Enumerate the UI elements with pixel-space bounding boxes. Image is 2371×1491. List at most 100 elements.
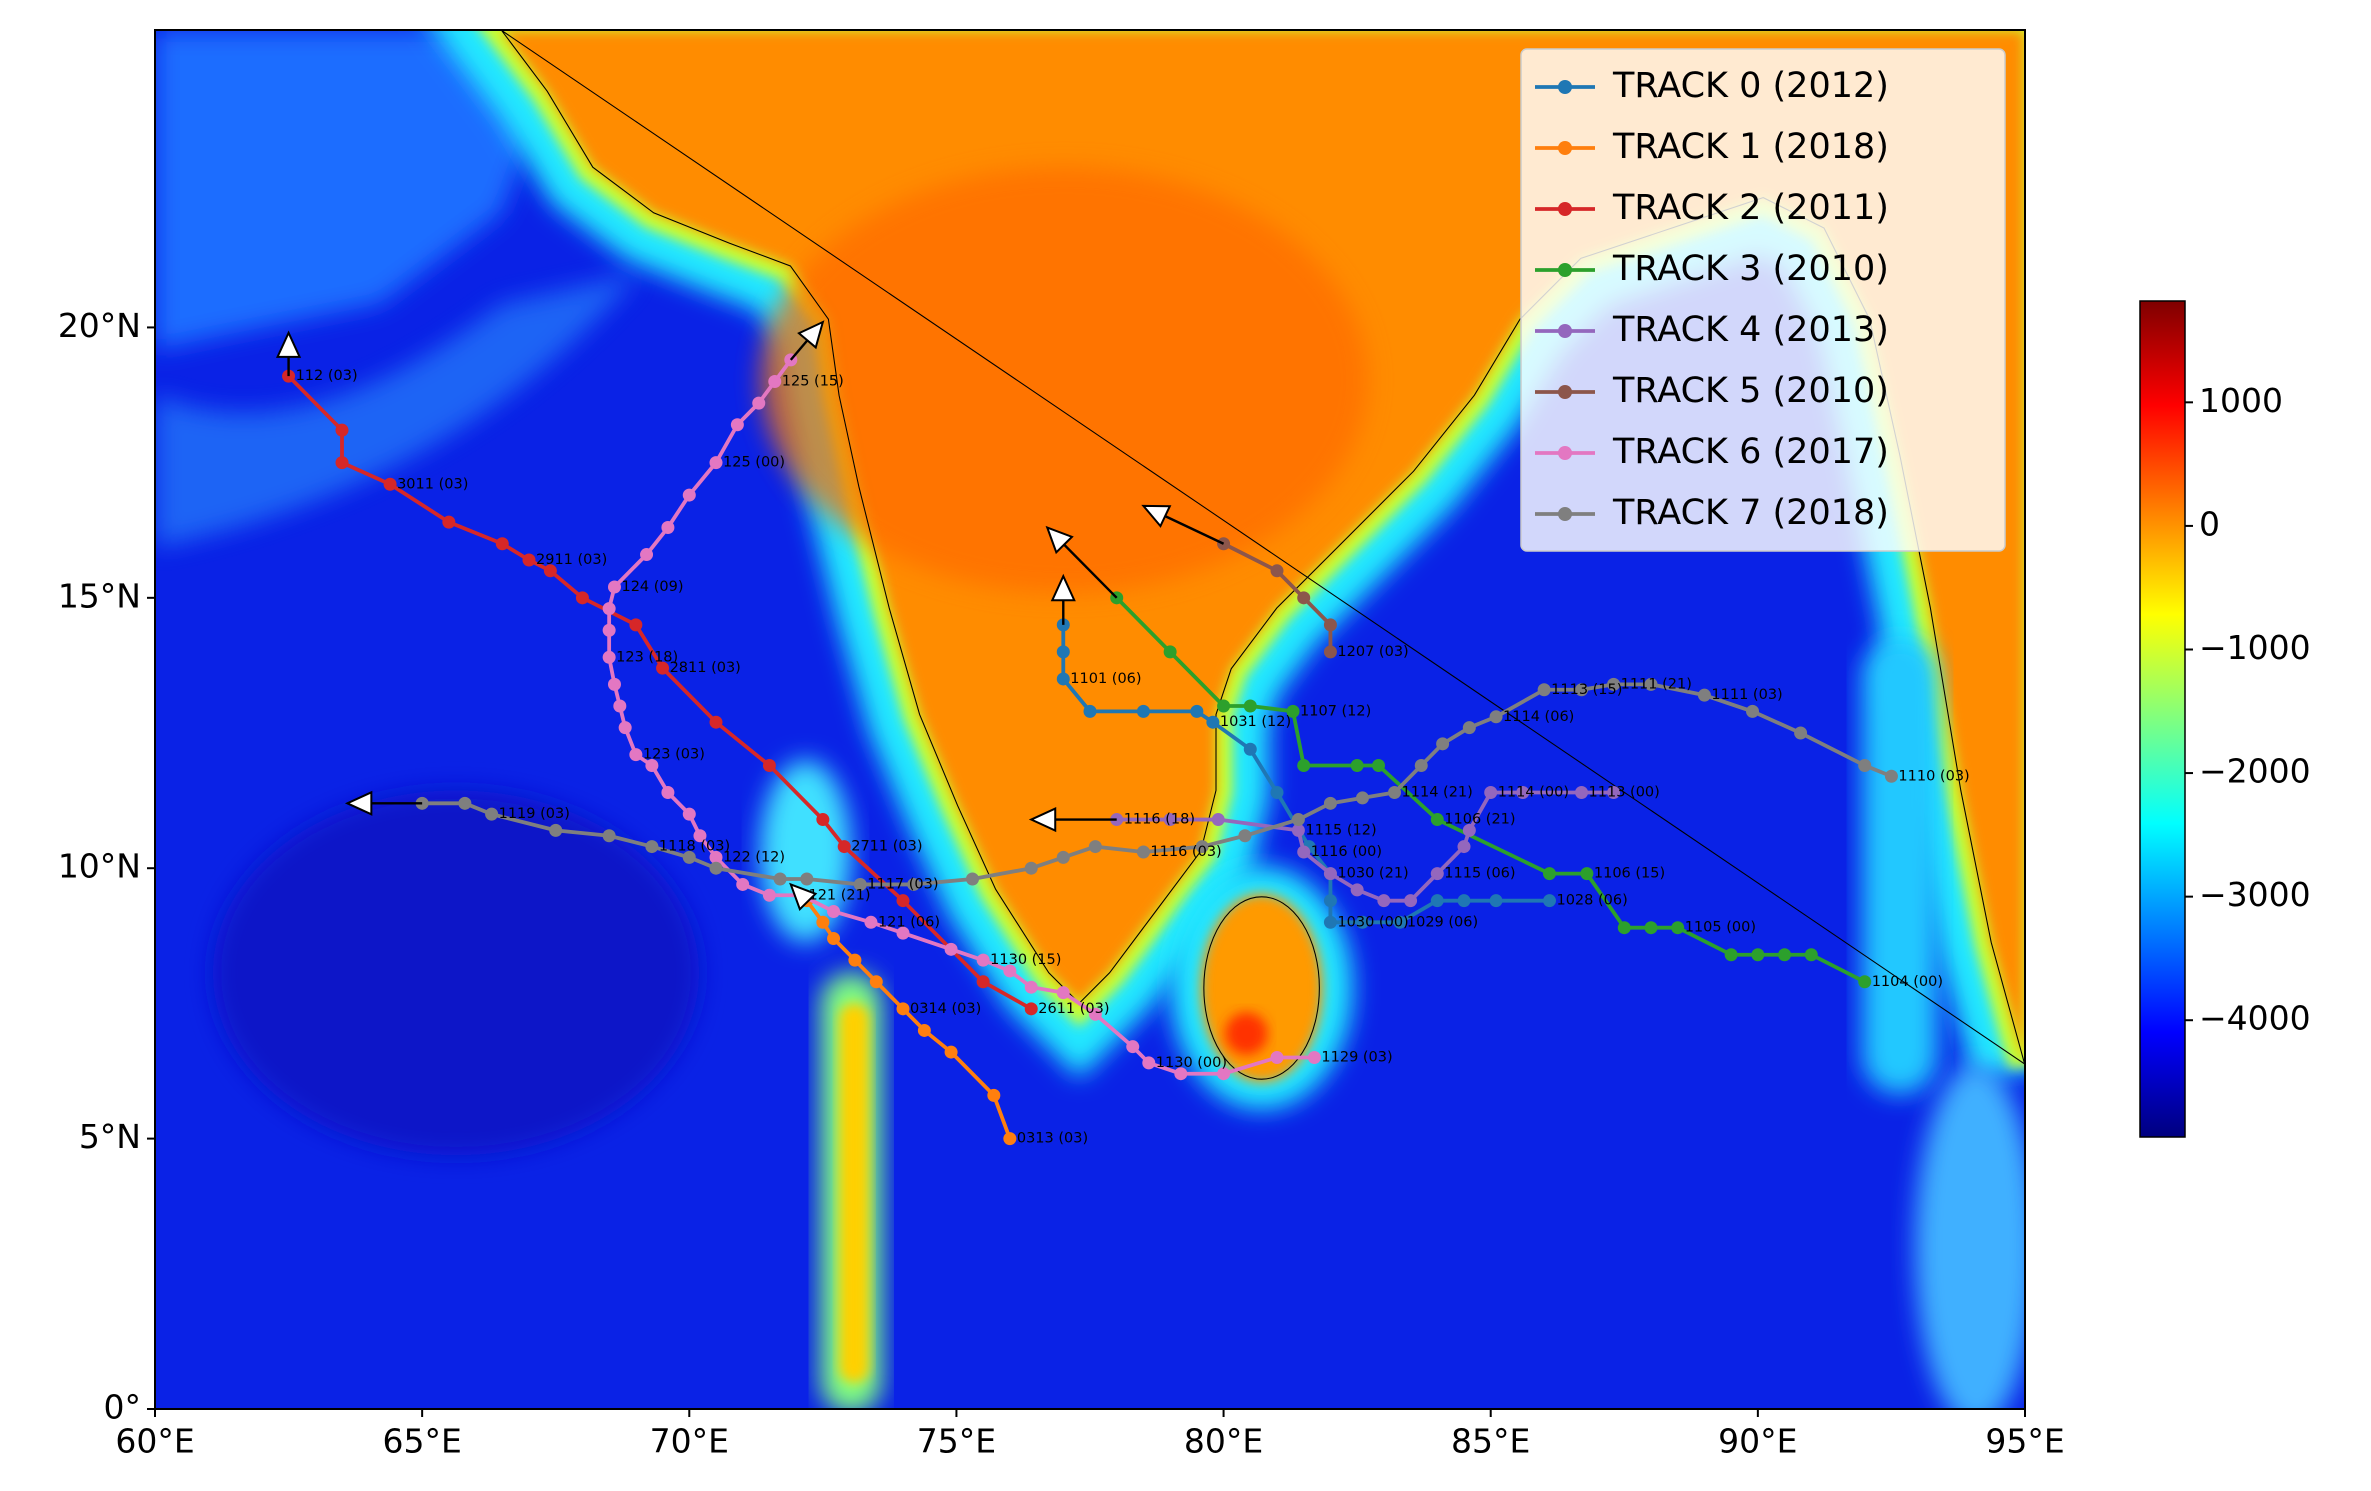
track-point (602, 602, 616, 616)
track-point (1794, 726, 1808, 740)
point-label: 1118 (03) (659, 839, 730, 855)
legend-marker (1558, 263, 1572, 277)
track-point (1671, 921, 1685, 935)
legend-marker (1558, 80, 1572, 94)
track-point (1083, 704, 1097, 718)
track-point (762, 888, 776, 902)
point-label: 1116 (18) (1124, 812, 1195, 828)
track-point (1457, 840, 1471, 854)
track-point (762, 758, 776, 772)
track-point (1751, 948, 1765, 962)
track-point (1243, 742, 1257, 756)
track-point (1350, 883, 1364, 897)
colorbar (2139, 300, 2186, 1138)
track-point (1217, 1067, 1231, 1081)
direction-arrow-head (1028, 806, 1057, 833)
track-point (1372, 758, 1386, 772)
track-point (1056, 986, 1070, 1000)
track-point (661, 786, 675, 800)
track-point (869, 975, 883, 989)
track-point (1323, 894, 1337, 908)
track-point (987, 1088, 1001, 1102)
track-point (1190, 704, 1204, 718)
x-tick-label: 90°E (1718, 1422, 1797, 1461)
track-point (693, 829, 707, 843)
track-point (1136, 845, 1150, 859)
track-point (1206, 715, 1220, 729)
track-point (768, 375, 782, 389)
track-point (458, 796, 472, 810)
point-label: 1101 (06) (1070, 671, 1141, 687)
point-label: 0314 (03) (910, 1001, 981, 1017)
track-point (1003, 964, 1017, 978)
track-point (602, 650, 616, 664)
direction-arrow-head (1045, 525, 1074, 555)
point-label: 125 (15) (782, 374, 844, 390)
track-point (1323, 796, 1337, 810)
track-point (1088, 1007, 1102, 1021)
x-tick-label: 65°E (382, 1422, 461, 1461)
track-point (1238, 829, 1252, 843)
track-point (907, 877, 921, 891)
track-point (1884, 769, 1898, 783)
track-point (896, 894, 910, 908)
track-point (730, 418, 744, 432)
track-point (607, 677, 621, 691)
track-line (805, 899, 1012, 1140)
track-point (1607, 786, 1621, 800)
direction-arrow-head (1050, 573, 1076, 602)
legend-marker (1558, 385, 1572, 399)
track-point (1746, 704, 1760, 718)
track-point (816, 915, 830, 929)
track-point (1003, 1132, 1017, 1146)
track-point (1644, 921, 1658, 935)
track-point (1056, 850, 1070, 864)
track-point (645, 758, 659, 772)
track-point (1489, 894, 1503, 908)
track-point (709, 456, 723, 470)
direction-arrow-head (344, 790, 373, 816)
track-point (917, 1023, 931, 1037)
track-point (549, 823, 563, 837)
track-point (1462, 823, 1476, 837)
colorbar-tick-label: −2000 (2199, 752, 2311, 791)
track-point (1778, 948, 1792, 962)
track-point (853, 877, 867, 891)
point-label: 1114 (00) (1498, 785, 1569, 801)
legend-label: TRACK 4 (2013) (1612, 310, 1889, 350)
track-point (837, 840, 851, 854)
track-point (682, 488, 696, 502)
point-label: 1111 (21) (1621, 676, 1692, 692)
track-point (602, 829, 616, 843)
x-tick-label: 70°E (650, 1422, 729, 1461)
legend-marker (1558, 507, 1572, 521)
point-label: 1104 (00) (1872, 974, 1943, 990)
track-point (709, 861, 723, 875)
track-point (522, 553, 536, 567)
track-point (1243, 699, 1257, 713)
colorbar-tick-label: −3000 (2199, 875, 2311, 914)
track-point (1297, 758, 1311, 772)
track-line (1116, 790, 1614, 903)
direction-arrow-head (797, 320, 825, 350)
point-label: 1114 (06) (1503, 709, 1574, 725)
track-point (709, 850, 723, 864)
track-point (1136, 704, 1150, 718)
track-point (1724, 948, 1738, 962)
track-point (629, 618, 643, 632)
track-point (618, 721, 632, 735)
track-point (816, 813, 830, 827)
legend-label: TRACK 3 (2010) (1612, 249, 1889, 289)
point-label: 1031 (12) (1220, 714, 1291, 730)
legend-marker (1558, 202, 1572, 216)
legend-label: TRACK 1 (2018) (1612, 127, 1889, 167)
track-point (1126, 1040, 1140, 1054)
point-label: 1113 (15) (1551, 682, 1622, 698)
direction-arrow-head (789, 882, 818, 912)
track-point (1644, 677, 1658, 691)
point-label: 1110 (03) (1898, 768, 1969, 784)
track-point (1211, 813, 1225, 827)
legend-label: TRACK 6 (2017) (1612, 432, 1889, 472)
track-point (1355, 915, 1369, 929)
legend-marker (1558, 141, 1572, 155)
